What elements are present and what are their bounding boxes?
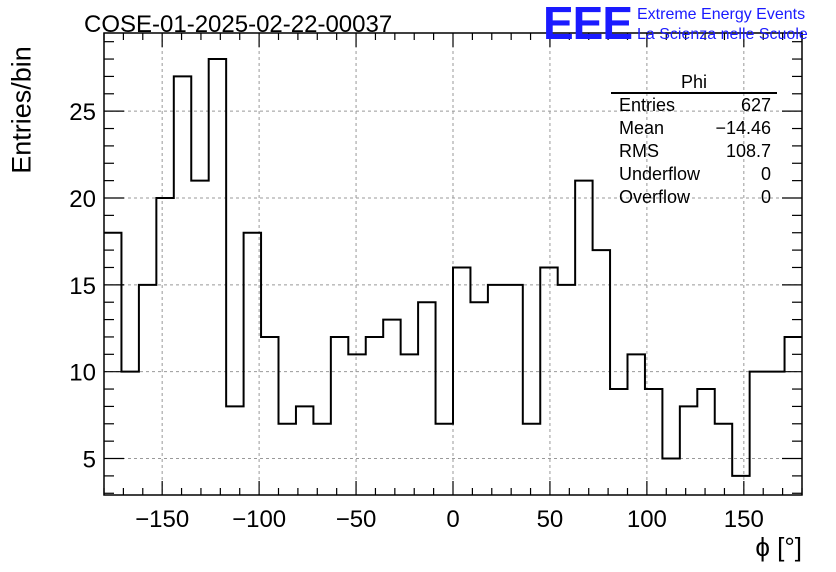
stats-value: 0: [760, 187, 771, 207]
stats-label: Underflow: [619, 164, 701, 184]
x-tick-label: 0: [446, 506, 459, 533]
stats-value: 108.7: [725, 141, 771, 161]
stats-box: Phi Entries 627 Mean −14.46 RMS 108.7 Un…: [611, 72, 777, 209]
stats-label: Overflow: [619, 187, 691, 207]
x-tick-label: 100: [627, 506, 667, 533]
stats-value: −14.46: [715, 118, 771, 138]
stats-row-mean: Mean −14.46: [611, 117, 777, 140]
y-tick-label: 5: [83, 447, 96, 474]
stats-value: 627: [740, 95, 771, 115]
x-tick-label: 150: [724, 506, 764, 533]
stats-row-overflow: Overflow 0: [611, 186, 777, 209]
y-tick-label: 10: [69, 360, 96, 387]
y-tick-label: 25: [69, 99, 96, 126]
x-tick-label: −100: [232, 506, 286, 533]
x-tick-label: −50: [336, 506, 377, 533]
x-tick-label: 50: [537, 506, 564, 533]
axis-ticks: [103, 33, 803, 495]
eee-logo: EEE: [543, 0, 633, 49]
y-tick-label: 20: [69, 186, 96, 213]
x-tick-label: −150: [135, 506, 189, 533]
stats-row-underflow: Underflow 0: [611, 163, 777, 186]
logo-line-2: La Scienza nelle Scuole: [637, 26, 808, 43]
tick-labels: −150 −100 −50 0 50 100 150 5 10 15 20 25: [69, 99, 764, 533]
y-axis-label: Entries/bin: [6, 46, 37, 174]
logo-line-1: Extreme Energy Events: [637, 6, 806, 23]
y-tick-label: 15: [69, 273, 96, 300]
x-axis-label: ϕ [°]: [755, 532, 802, 562]
stats-row-rms: RMS 108.7: [611, 140, 777, 163]
stats-label: Mean: [619, 118, 665, 138]
stats-label: RMS: [619, 141, 659, 161]
stats-title: Phi: [611, 72, 777, 94]
stats-label: Entries: [619, 95, 676, 115]
histogram-step-line: [104, 58, 802, 477]
chart-title: COSE-01-2025-02-22-00037: [84, 11, 393, 38]
stats-value: 0: [760, 164, 771, 184]
stats-row-entries: Entries 627: [611, 94, 777, 117]
